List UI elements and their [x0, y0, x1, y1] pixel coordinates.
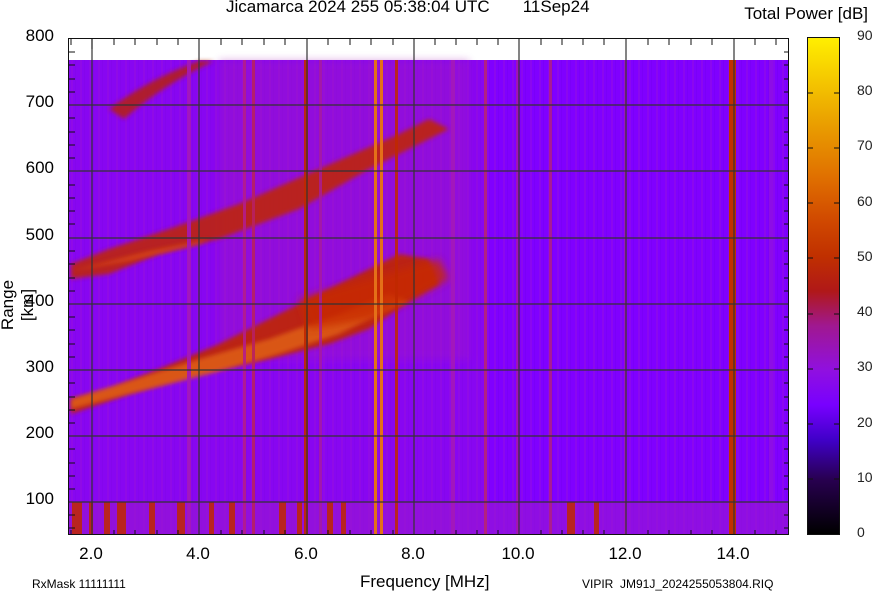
colorbar: [807, 37, 840, 535]
colorbar-ticks: [808, 92, 839, 480]
colorbar-tick-label: 0: [857, 524, 865, 540]
x-tick-label: 12.0: [608, 544, 642, 563]
colorbar-tick-label: 20: [857, 414, 873, 430]
spectrogram-plot: [68, 38, 789, 535]
colorbar-tick-label: 90: [857, 27, 873, 43]
chart-date: 11Sep24: [522, 0, 590, 16]
colorbar-tick-label: 30: [857, 358, 873, 374]
x-tick-label: 4.0: [186, 544, 210, 563]
y-tick-label: 200: [25, 423, 54, 442]
y-tick-label: 400: [25, 291, 54, 310]
colorbar-tick-label: 80: [857, 82, 873, 98]
ionogram-heatmap: [69, 39, 788, 534]
x-tick-label: 6.0: [294, 544, 318, 563]
colorbar-tick-label: 70: [857, 137, 873, 153]
x-tick-label: 10.0: [501, 544, 535, 563]
y-tick-label: 800: [25, 26, 54, 45]
rxmask-label: RxMask 11111111: [32, 577, 126, 591]
x-tick-label: 8.0: [401, 544, 425, 563]
y-tick-label: 600: [25, 158, 54, 177]
colorbar-title: Total Power [dB]: [744, 4, 868, 23]
y-tick-label: 700: [25, 92, 54, 111]
x-tick-label: 2.0: [79, 544, 103, 563]
y-axis-label: Range [km]: [0, 279, 37, 331]
x-tick-label: 14.0: [716, 544, 750, 563]
y-tick-label: 500: [25, 225, 54, 244]
y-tick-label: 100: [25, 489, 54, 508]
y-tick-label: 300: [25, 357, 54, 376]
x-axis-label: Frequency [MHz]: [360, 572, 490, 591]
colorbar-tick-label: 50: [857, 248, 873, 264]
colorbar-tick-label: 40: [857, 303, 873, 319]
filename-label: VIPIR JM91J_2024255053804.RIQ: [582, 577, 774, 591]
colorbar-tick-label: 10: [857, 469, 873, 485]
colorbar-tick-label: 60: [857, 193, 873, 209]
chart-title: Jicamarca 2024 255 05:38:04 UTC 11Sep24: [226, 0, 590, 17]
